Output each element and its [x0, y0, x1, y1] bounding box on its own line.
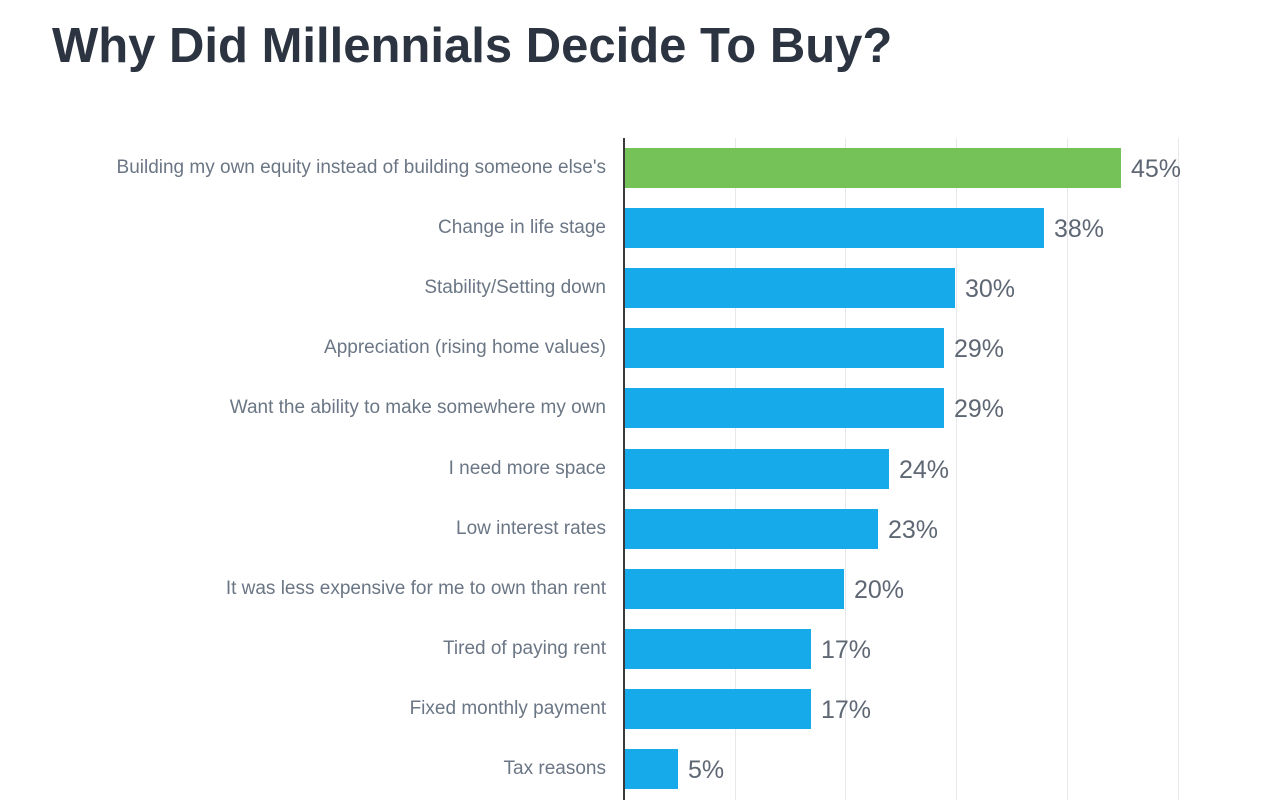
category-label: Tax reasons	[503, 758, 606, 779]
bar-row: Tired of paying rent 17%	[0, 629, 1280, 669]
gridline	[1178, 138, 1179, 800]
category-label: Building my own equity instead of buildi…	[116, 157, 606, 178]
value-label: 17%	[821, 636, 872, 664]
category-label: Want the ability to make somewhere my ow…	[229, 397, 606, 418]
bar	[625, 689, 811, 729]
y-axis-line	[623, 138, 625, 800]
bar	[625, 569, 844, 609]
value-label: 17%	[821, 696, 872, 724]
bar-row: Change in life stage 38%	[0, 208, 1280, 248]
highlighted-bar	[625, 148, 1121, 188]
bar	[625, 629, 811, 669]
value-label: 23%	[888, 516, 939, 544]
value-label: 38%	[1054, 215, 1105, 243]
value-label: 5%	[688, 756, 725, 784]
category-label: It was less expensive for me to own than…	[225, 578, 606, 599]
value-label: 30%	[965, 275, 1016, 303]
bar	[625, 749, 678, 789]
bar-row: Fixed monthly payment 17%	[0, 689, 1280, 729]
value-label: 45%	[1131, 155, 1182, 183]
bar-row: Low interest rates 23%	[0, 509, 1280, 549]
category-label: Appreciation (rising home values)	[324, 337, 606, 358]
value-label: 24%	[899, 456, 950, 484]
category-label: Low interest rates	[456, 518, 606, 539]
category-label: Tired of paying rent	[443, 638, 606, 659]
category-label: Change in life stage	[438, 217, 606, 238]
bar	[625, 388, 944, 428]
bar	[625, 268, 955, 308]
bar	[625, 328, 944, 368]
bar-row: Appreciation (rising home values) 29%	[0, 328, 1280, 368]
bar-row: I need more space 24%	[0, 449, 1280, 489]
gridline	[956, 138, 957, 800]
bar-row: Stability/Setting down 30%	[0, 268, 1280, 308]
bar	[625, 208, 1044, 248]
bar-row: Want the ability to make somewhere my ow…	[0, 388, 1280, 428]
category-label: Stability/Setting down	[424, 277, 606, 298]
bar-row: Tax reasons 5%	[0, 749, 1280, 789]
value-label: 20%	[854, 576, 905, 604]
bar	[625, 509, 878, 549]
chart-title: Why Did Millennials Decide To Buy?	[52, 19, 893, 73]
value-label: 29%	[954, 335, 1005, 363]
category-label: I need more space	[448, 458, 606, 479]
bar-row: Building my own equity instead of buildi…	[0, 148, 1280, 188]
category-label: Fixed monthly payment	[409, 698, 606, 719]
bar-row: It was less expensive for me to own than…	[0, 569, 1280, 609]
bar	[625, 449, 889, 489]
gridline	[1067, 138, 1068, 800]
value-label: 29%	[954, 395, 1005, 423]
